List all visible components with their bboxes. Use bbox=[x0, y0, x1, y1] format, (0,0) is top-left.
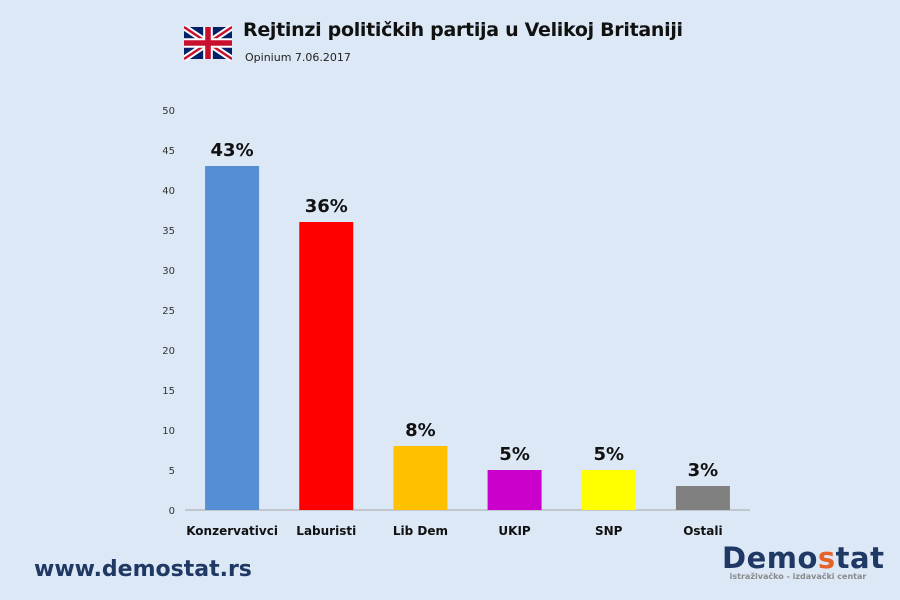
y-tick-label: 50 bbox=[162, 106, 175, 117]
x-tick-label: Lib Dem bbox=[393, 524, 448, 538]
data-label: 5% bbox=[593, 444, 624, 465]
y-tick-label: 5 bbox=[169, 466, 175, 477]
y-tick-label: 25 bbox=[162, 306, 175, 317]
data-label: 5% bbox=[499, 444, 530, 465]
y-tick-label: 30 bbox=[162, 266, 175, 277]
y-tick-label: 45 bbox=[162, 146, 175, 157]
bar bbox=[299, 222, 354, 510]
y-tick-label: 35 bbox=[162, 226, 175, 237]
website-link[interactable]: www.demostat.rs bbox=[34, 557, 252, 582]
bar bbox=[205, 166, 260, 510]
y-tick-label: 20 bbox=[162, 346, 175, 357]
bar bbox=[581, 470, 636, 510]
x-tick-label: UKIP bbox=[498, 524, 531, 538]
x-tick-label: Konzervativci bbox=[186, 524, 278, 538]
bar bbox=[487, 470, 542, 510]
data-label: 8% bbox=[405, 420, 436, 441]
y-tick-label: 40 bbox=[162, 186, 175, 197]
logo-tagline: istraživačko - izdavački centar bbox=[729, 572, 867, 581]
chart-subtitle: Opinium 7.06.2017 bbox=[245, 51, 351, 64]
uk-flag-icon bbox=[184, 25, 232, 61]
x-tick-label: Laburisti bbox=[296, 524, 356, 538]
chart-title: Rejtinzi političkih partija u Velikoj Br… bbox=[243, 19, 683, 41]
y-tick-label: 10 bbox=[162, 426, 175, 437]
y-tick-label: 15 bbox=[162, 386, 175, 397]
bar bbox=[393, 446, 448, 510]
data-label: 36% bbox=[305, 196, 348, 217]
demostat-logo: Demostat istraživačko - izdavački centar bbox=[722, 541, 885, 581]
data-label: 3% bbox=[688, 460, 719, 481]
logo-name: Demostat bbox=[722, 541, 885, 575]
bar bbox=[675, 486, 730, 510]
data-label: 43% bbox=[211, 140, 254, 161]
y-tick-label: 0 bbox=[169, 506, 175, 517]
x-tick-label: SNP bbox=[595, 524, 623, 538]
x-tick-label: Ostali bbox=[683, 524, 722, 538]
